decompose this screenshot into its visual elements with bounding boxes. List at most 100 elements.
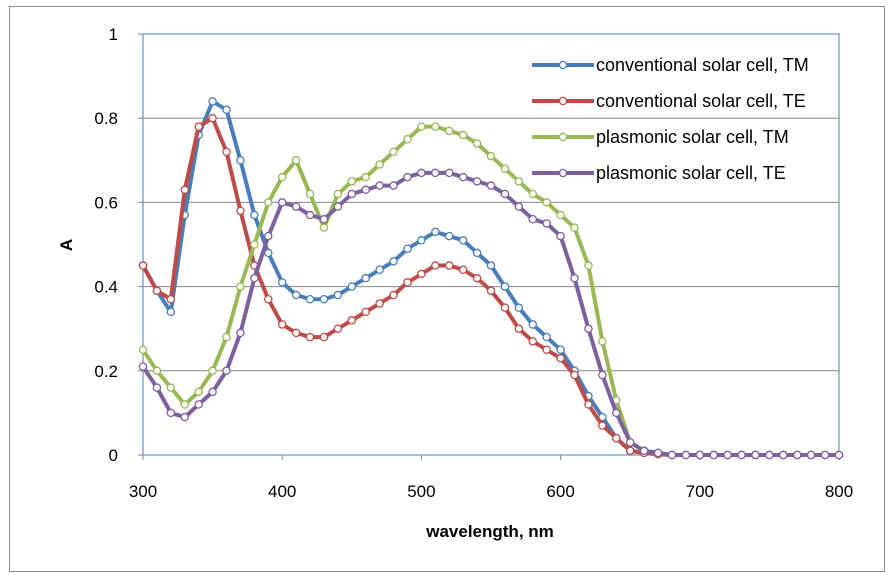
series-4 <box>138 168 844 460</box>
data-point <box>500 189 510 199</box>
data-point <box>277 278 287 287</box>
data-point <box>403 134 412 144</box>
legend-entry: conventional solar cell, TE <box>532 91 806 111</box>
data-point <box>319 223 329 232</box>
y-axis: 0 0.2 0.4 0.6 0.8 1 <box>94 25 143 465</box>
data-point <box>472 177 482 186</box>
legend-label: conventional solar cell, TE <box>596 91 806 111</box>
data-point <box>751 450 760 460</box>
y-tick-label: 0.6 <box>94 193 118 212</box>
data-point <box>291 202 301 211</box>
data-point <box>444 261 454 270</box>
data-point <box>500 164 510 173</box>
x-axis-title: wavelength, nm <box>425 522 554 541</box>
data-point <box>584 324 593 333</box>
data-point <box>737 450 746 460</box>
y-tick-label: 0.4 <box>94 278 118 297</box>
x-tick-label: 400 <box>268 482 296 501</box>
data-point <box>472 139 482 148</box>
data-point <box>389 257 398 266</box>
data-point <box>222 105 231 115</box>
data-point <box>556 353 565 363</box>
data-point <box>180 185 190 195</box>
data-point <box>194 387 203 397</box>
data-point <box>639 446 649 456</box>
data-point <box>556 345 565 354</box>
x-tick-label: 600 <box>546 482 574 501</box>
y-tick-label: 0.8 <box>94 109 118 128</box>
data-point <box>333 324 343 333</box>
data-point <box>458 172 468 182</box>
data-point <box>458 236 468 245</box>
legend-label: plasmonic solar cell, TM <box>596 127 789 147</box>
data-point <box>389 290 398 300</box>
data-point <box>431 122 440 131</box>
data-point <box>291 290 301 300</box>
data-point <box>403 278 412 287</box>
data-point <box>514 177 524 186</box>
data-point <box>305 210 315 220</box>
data-point <box>305 332 315 342</box>
data-point <box>236 328 245 338</box>
data-point <box>792 450 802 460</box>
data-point <box>486 181 496 190</box>
data-point <box>514 324 524 333</box>
data-point <box>598 337 607 346</box>
data-point <box>347 177 357 186</box>
data-point <box>403 172 412 182</box>
legend-entry: plasmonic solar cell, TM <box>532 127 789 147</box>
data-point <box>138 261 148 270</box>
data-point <box>236 206 245 216</box>
data-point <box>417 269 426 279</box>
data-point <box>417 122 426 131</box>
data-point <box>291 156 301 165</box>
data-point <box>431 168 440 178</box>
y-tick-label: 0 <box>109 446 118 465</box>
y-axis-title: A <box>57 239 76 251</box>
data-point <box>375 299 384 308</box>
y-tick-label: 1 <box>109 25 118 44</box>
data-point <box>542 219 551 228</box>
data-point <box>208 113 217 123</box>
legend: conventional solar cell, TM conventional … <box>532 55 809 183</box>
data-point <box>431 261 440 270</box>
data-point <box>375 181 384 190</box>
data-point <box>444 168 454 178</box>
data-point <box>347 316 357 325</box>
data-point <box>612 408 621 418</box>
data-point <box>556 231 565 241</box>
data-point <box>486 261 496 270</box>
data-point <box>542 198 551 207</box>
data-point <box>166 307 176 317</box>
data-point <box>166 294 176 304</box>
data-point <box>208 387 217 397</box>
data-point <box>375 265 384 275</box>
legend-marker <box>558 96 568 106</box>
data-point <box>486 151 496 161</box>
data-point <box>291 328 301 338</box>
data-point <box>389 181 398 190</box>
data-point <box>444 126 454 136</box>
data-point <box>598 370 607 380</box>
data-point <box>333 290 343 300</box>
data-point <box>820 450 830 460</box>
series-line <box>141 170 841 457</box>
data-point <box>194 400 203 409</box>
data-point <box>180 400 190 409</box>
data-point <box>458 130 468 140</box>
data-point <box>779 450 788 460</box>
data-point <box>277 172 287 182</box>
data-point <box>431 227 440 237</box>
data-point <box>264 198 273 207</box>
data-point <box>194 122 203 131</box>
data-point <box>472 273 482 283</box>
data-point <box>806 450 816 460</box>
x-tick-label: 800 <box>825 482 853 501</box>
data-point <box>305 189 315 199</box>
data-point <box>236 156 245 165</box>
data-point <box>222 366 231 376</box>
data-point <box>375 160 384 169</box>
legend-entry: plasmonic solar cell, TE <box>532 163 786 183</box>
data-point <box>319 294 329 304</box>
